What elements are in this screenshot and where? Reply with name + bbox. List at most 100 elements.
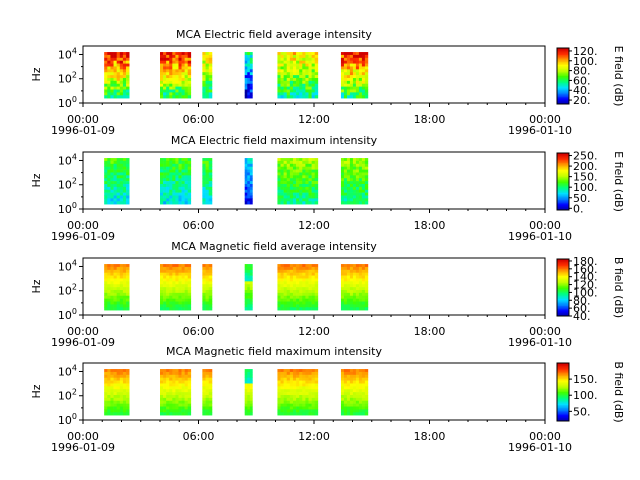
spectrogram-cell — [308, 92, 312, 96]
colorbar-tick-label: 100. — [573, 389, 598, 402]
spectrogram-cell — [346, 192, 351, 196]
spectrogram-cell — [286, 298, 291, 302]
spectrogram-cell — [178, 80, 182, 85]
spectrogram-cell — [286, 281, 291, 285]
spectrogram-cell — [163, 92, 167, 96]
spectrogram-cell — [343, 54, 348, 59]
spectrogram-cell — [247, 272, 251, 276]
spectrogram-cell — [361, 178, 366, 182]
spectrogram-cell — [358, 289, 363, 294]
spectrogram-cell — [178, 92, 182, 96]
spectrogram-cell — [202, 178, 206, 182]
spectrogram-cell — [355, 83, 360, 87]
spectrogram-cell — [202, 380, 206, 384]
spectrogram-cell — [355, 178, 360, 182]
spectrogram-cell — [364, 409, 369, 413]
spectrogram-cell — [296, 287, 300, 291]
spectrogram-cell — [296, 289, 300, 294]
spectrogram-cell — [283, 272, 288, 276]
spectrogram-cell — [202, 186, 206, 191]
spectrogram-cell — [172, 189, 176, 193]
spectrogram-cell — [311, 409, 316, 413]
spectrogram-cell — [184, 75, 189, 79]
spectrogram-cell — [364, 287, 369, 291]
spectrogram-cell — [113, 394, 117, 399]
spectrogram-cell — [122, 275, 127, 279]
spectrogram-cell — [277, 403, 281, 407]
spectrogram-cell — [119, 198, 124, 202]
spectrogram-cell — [104, 86, 108, 90]
spectrogram-cell — [280, 63, 284, 67]
spectrogram-cell — [247, 198, 251, 202]
spectrogram-cell — [187, 369, 192, 373]
spectrogram-cell — [113, 295, 117, 299]
spectrogram-cell — [178, 52, 182, 56]
spectrogram-cell — [208, 278, 213, 282]
colorbar-step — [557, 165, 569, 168]
colorbar-step — [557, 300, 569, 303]
spectrogram-cell — [280, 195, 284, 199]
spectrogram-cell — [104, 369, 108, 373]
spectrogram-cell — [311, 160, 316, 165]
spectrogram-cell — [169, 397, 173, 402]
spectrogram-cell — [314, 406, 319, 410]
spectrogram-cell — [205, 172, 210, 176]
spectrogram-cell — [160, 369, 164, 373]
spectrogram-cell — [314, 69, 319, 73]
spectrogram-cell — [202, 92, 206, 96]
spectrogram-cell — [205, 301, 210, 305]
spectrogram-cell — [343, 287, 348, 291]
spectrogram-cell — [110, 287, 114, 291]
spectrogram-cell — [104, 284, 108, 288]
spectrogram-cell — [340, 52, 345, 56]
spectrogram-cell — [343, 412, 348, 416]
spectrogram-cell — [355, 386, 360, 390]
colorbar-step — [557, 416, 569, 419]
spectrogram-cell — [277, 201, 281, 205]
x-tick-label: 00:00 — [529, 430, 561, 443]
spectrogram-cell — [311, 289, 316, 294]
spectrogram-cell — [280, 377, 284, 381]
spectrogram-cell — [280, 275, 284, 279]
spectrogram-cell — [113, 83, 117, 87]
spectrogram-cell — [244, 412, 248, 416]
spectrogram-cell — [299, 77, 303, 82]
spectrogram-cell — [280, 158, 284, 162]
spectrogram-cell — [302, 281, 306, 285]
spectrogram-cell — [244, 397, 248, 402]
colorbar-step — [557, 304, 569, 307]
spectrogram-cell — [283, 83, 288, 87]
spectrogram-cell — [343, 400, 348, 404]
spectrogram-cell — [160, 198, 164, 202]
spectrogram-cell — [110, 269, 114, 273]
spectrogram-cell — [302, 189, 306, 193]
spectrogram-cell — [364, 195, 369, 199]
spectrogram-cell — [352, 195, 357, 199]
spectrogram-cell — [181, 400, 185, 404]
spectrogram-cell — [305, 394, 309, 399]
spectrogram-cell — [247, 307, 251, 311]
spectrogram-cell — [104, 307, 108, 311]
spectrogram-cell — [361, 172, 366, 176]
spectrogram-cell — [302, 186, 306, 191]
spectrogram-cell — [247, 172, 251, 176]
spectrogram-cell — [355, 158, 360, 162]
spectrogram-cell — [116, 60, 121, 64]
spectrogram-cell — [311, 397, 316, 402]
x-tick-label: 00:00 — [529, 113, 561, 126]
spectrogram-cell — [247, 394, 251, 399]
spectrogram-cell — [311, 292, 316, 297]
spectrogram-cell — [202, 69, 206, 73]
spectrogram-cell — [277, 158, 281, 162]
spectrogram-cell — [122, 369, 127, 373]
spectrogram-cell — [181, 284, 185, 288]
spectrogram-cell — [247, 289, 251, 294]
spectrogram-cell — [119, 75, 124, 79]
spectrogram-cell — [311, 272, 316, 276]
spectrogram-cell — [113, 400, 117, 404]
colorbar-step — [557, 310, 569, 313]
spectrogram-cell — [355, 201, 360, 205]
spectrogram-cell — [249, 66, 253, 70]
spectrogram-cell — [305, 295, 309, 299]
spectrogram-cell — [361, 301, 366, 305]
